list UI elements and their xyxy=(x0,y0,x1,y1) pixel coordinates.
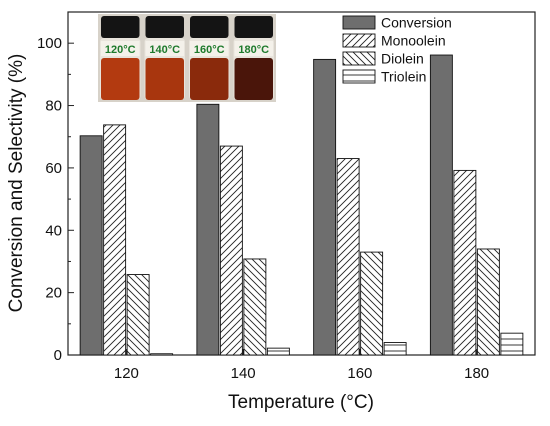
bar-triolein-140 xyxy=(266,347,290,356)
bar-monoolein-160 xyxy=(336,158,360,356)
vial-liquid xyxy=(234,58,273,100)
bar-triolein-160 xyxy=(383,342,407,356)
plot-frame xyxy=(67,11,536,356)
y-tick-label: 40 xyxy=(45,222,62,239)
vial-label: 180°C xyxy=(238,44,269,56)
inset-vial-photo: 120°C 140°C 160°C 180°C xyxy=(98,14,276,102)
legend-label-diolein: Diolein xyxy=(381,51,424,67)
y-axis-title: Conversion and Selectivity (%) xyxy=(6,54,27,313)
x-tick-label: 160 xyxy=(347,365,372,382)
bar-triolein-120 xyxy=(150,353,174,356)
x-axis: 120 140 160 180 xyxy=(114,349,489,382)
legend-label-monoolein: Monoolein xyxy=(381,33,446,49)
vial-label-band xyxy=(145,41,184,56)
x-axis-title: Temperature (°C) xyxy=(228,392,374,413)
vial-liquid xyxy=(145,58,184,100)
bar-diolein-160 xyxy=(360,251,384,356)
vial-label: 160°C xyxy=(194,44,225,56)
y-tick-label: 20 xyxy=(45,285,62,302)
vial-liquid xyxy=(101,58,140,100)
bar-monoolein-180 xyxy=(453,169,477,356)
y-tick-label: 60 xyxy=(45,160,62,177)
vial-cap xyxy=(101,16,140,38)
vial-label: 140°C xyxy=(149,44,180,56)
bar-conversion-140 xyxy=(196,103,220,356)
legend-label-conversion: Conversion xyxy=(381,15,452,31)
bar-triolein-180 xyxy=(500,332,524,356)
legend-label-triolein: Triolein xyxy=(381,69,426,85)
vial-cap xyxy=(145,16,184,38)
bar-monoolein-120 xyxy=(103,124,127,356)
bar-diolein-140 xyxy=(243,258,267,356)
x-tick-label: 120 xyxy=(114,365,139,382)
bar-monoolein-140 xyxy=(219,145,243,356)
legend-swatch-conversion xyxy=(342,15,376,30)
bar-conversion-160 xyxy=(313,58,337,356)
y-tick-label: 100 xyxy=(37,35,62,52)
vial-liquid xyxy=(190,58,229,100)
bar-conversion-180 xyxy=(429,54,453,356)
legend-swatch-diolein xyxy=(342,51,376,66)
legend: Conversion Monoolein Diolein Triolein xyxy=(342,15,452,85)
bars xyxy=(79,54,524,356)
y-tick-label: 0 xyxy=(54,347,62,364)
legend-swatch-monoolein xyxy=(342,33,376,48)
bar-conversion-120 xyxy=(79,135,103,356)
vial-label: 120°C xyxy=(105,44,136,56)
vial-label-band xyxy=(101,41,140,56)
bar-diolein-180 xyxy=(476,248,500,356)
vial-label-band xyxy=(190,41,229,56)
legend-swatch-triolein xyxy=(342,69,376,84)
x-tick-label: 140 xyxy=(231,365,256,382)
y-axis: 0 20 40 60 80 100 xyxy=(37,35,74,364)
vial-cap xyxy=(234,16,273,38)
y-tick-label: 80 xyxy=(45,98,62,115)
vial-label-band xyxy=(234,41,273,56)
x-tick-label: 180 xyxy=(464,365,489,382)
vial-cap xyxy=(190,16,229,38)
bar-diolein-120 xyxy=(126,274,150,356)
